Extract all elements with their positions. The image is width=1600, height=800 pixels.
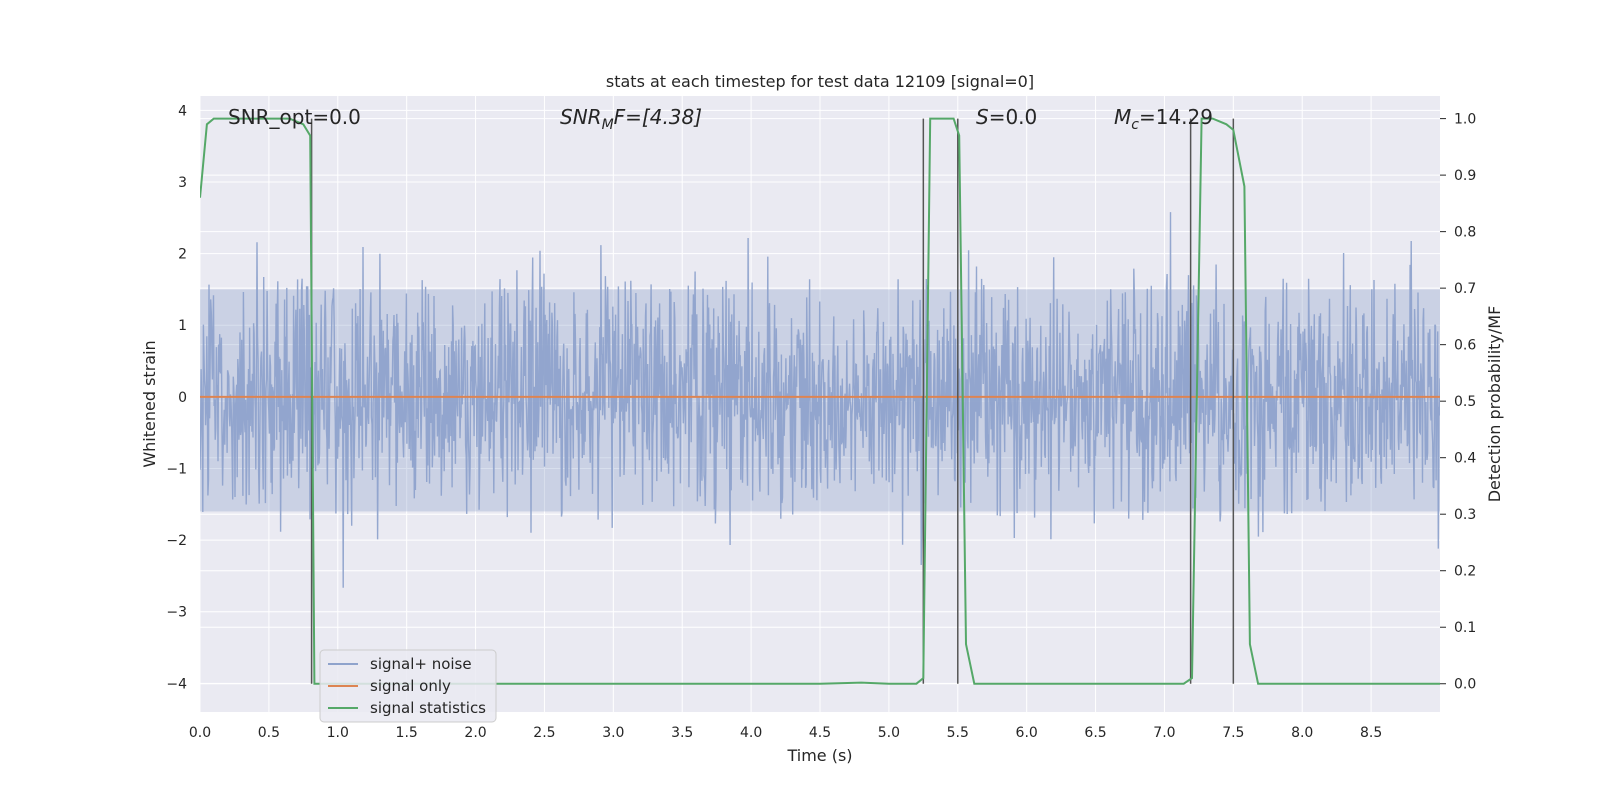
y-right-tick-label: 0.2 <box>1454 564 1476 580</box>
y-left-tick-label: 0 <box>178 390 187 406</box>
y-left-tick-label: 1 <box>178 318 187 334</box>
x-tick-label: 0.0 <box>189 725 211 741</box>
x-tick-label: 2.5 <box>533 725 555 741</box>
s-main: S <box>976 105 989 129</box>
y-right-axis-label: Detection probability/MF <box>1485 306 1504 503</box>
y-left-tick-label: 4 <box>178 103 187 119</box>
legend-box <box>319 649 497 723</box>
x-tick-label: 4.5 <box>809 725 831 741</box>
y-right-tick-label: 1.0 <box>1454 112 1476 128</box>
y-right-tick-label: 0.0 <box>1454 677 1476 693</box>
x-tick-label: 8.5 <box>1360 725 1382 741</box>
y-left-tick-label: −2 <box>166 533 187 549</box>
s-rest: =0.0 <box>989 105 1038 129</box>
x-tick-label: 1.0 <box>327 725 349 741</box>
y-left-tick-label: 3 <box>178 175 187 191</box>
x-tick-label: 7.5 <box>1222 725 1244 741</box>
y-right-axis-ticks: 0.0 0.1 0.2 0.3 0.4 0.5 0.6 0.7 0.8 0.9 1.0 <box>1440 112 1476 693</box>
signal-statistics-line <box>200 117 1440 685</box>
snr-mf-sub: M <box>602 117 614 133</box>
y-left-tick-label: −1 <box>166 461 187 477</box>
snr-mf-rest: F=[4.38] <box>614 105 702 129</box>
annotation-snr-opt: SNR_opt=0.0 <box>228 105 361 129</box>
y-right-tick-label: 0.7 <box>1454 281 1476 297</box>
mc-rest: =14.29 <box>1139 105 1213 129</box>
x-tick-label: 5.0 <box>878 725 900 741</box>
y-left-axis-label: Whitened strain <box>140 340 159 467</box>
x-tick-label: 4.0 <box>740 725 762 741</box>
x-tick-label: 7.0 <box>1153 725 1175 741</box>
x-tick-label: 2.0 <box>464 725 486 741</box>
y-left-tick-label: 2 <box>178 247 187 263</box>
annotation-s: S=0.0 <box>976 105 1037 129</box>
x-tick-label: 8.0 <box>1291 725 1313 741</box>
annotation-snr-mf: SNRMF=[4.38] <box>560 105 702 133</box>
snr-mf-main: SNR <box>560 105 602 129</box>
y-left-tick-label: −3 <box>166 605 187 621</box>
mc-main: M <box>1114 105 1131 129</box>
x-tick-label: 1.5 <box>396 725 418 741</box>
x-tick-label: 3.0 <box>602 725 624 741</box>
y-right-tick-label: 0.3 <box>1454 507 1476 523</box>
y-right-tick-label: 0.8 <box>1454 225 1476 241</box>
y-right-tick-label: 0.9 <box>1454 168 1476 184</box>
x-axis-ticks: 0.0 0.5 1.0 1.5 2.0 2.5 3.0 3.5 4.0 4.5 5.0 5.5 6.0 6… <box>189 725 1382 741</box>
signal-noise-band <box>200 289 1440 512</box>
y-right-tick-label: 0.6 <box>1454 338 1476 354</box>
legend-label-signal-noise: signal+ noise <box>370 655 472 673</box>
y-left-axis-ticks: −4 −3 −2 −1 0 1 2 3 4 <box>166 103 187 692</box>
x-tick-label: 6.5 <box>1084 725 1106 741</box>
y-left-tick-label: −4 <box>166 676 187 692</box>
chart-title: stats at each timestep for test data 121… <box>606 72 1034 91</box>
x-tick-label: 6.0 <box>1016 725 1038 741</box>
legend-label-signal-statistics: signal statistics <box>370 699 486 717</box>
mc-sub: c <box>1131 117 1139 133</box>
x-tick-label: 3.5 <box>671 725 693 741</box>
y-right-tick-label: 0.1 <box>1454 620 1476 636</box>
x-tick-label: 5.5 <box>947 725 969 741</box>
y-right-tick-label: 0.5 <box>1454 394 1476 410</box>
legend-label-signal-only: signal only <box>370 677 451 695</box>
signal-statistics-series <box>200 117 1440 685</box>
legend: signal+ noise signal only signal statist… <box>319 649 497 723</box>
x-tick-label: 0.5 <box>258 725 280 741</box>
y-right-tick-label: 0.4 <box>1454 451 1476 467</box>
annotation-mc: Mc=14.29 <box>1114 105 1213 133</box>
x-axis-label: Time (s) <box>786 746 852 765</box>
